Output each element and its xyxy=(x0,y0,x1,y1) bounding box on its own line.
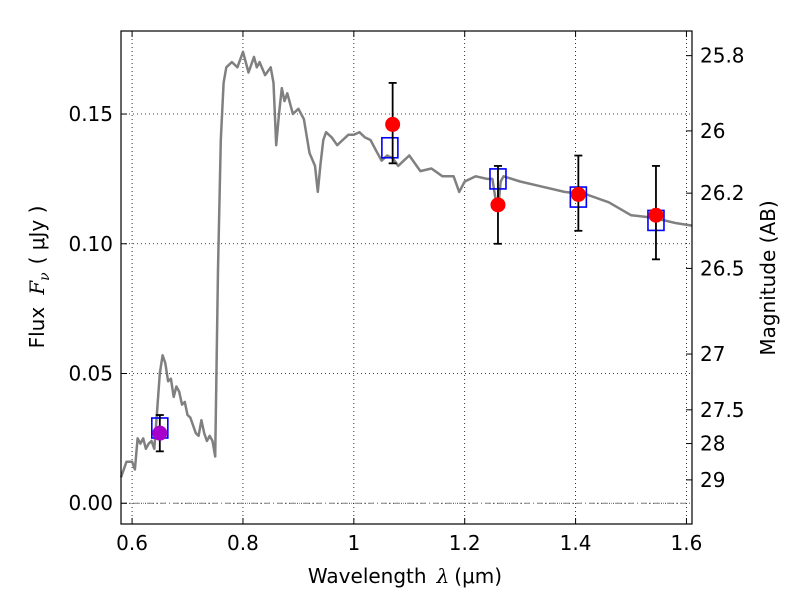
model-box-1 xyxy=(381,136,399,159)
observed-point-1 xyxy=(385,116,401,132)
y2-tick-label-1: 26 xyxy=(700,119,725,143)
y2-tick-label-0: 25.8 xyxy=(700,44,745,68)
y2-tick-label-2: 26.2 xyxy=(700,181,745,205)
y-tick-label-1: 0.05 xyxy=(68,362,113,386)
error-bar-layer xyxy=(155,81,660,453)
observed-point-2 xyxy=(490,197,506,213)
observed-point-3 xyxy=(570,186,586,202)
y-tick-labels: 0.00 0.05 0.10 0.15 xyxy=(68,102,113,515)
x-tick-label-3: 1.2 xyxy=(449,531,481,555)
y-tick-label-3: 0.15 xyxy=(68,102,113,126)
y2-tick-label-3: 26.5 xyxy=(700,256,745,280)
y-axis-label: FluxFν( μJy ) xyxy=(25,206,53,349)
y2-tick-label-5: 27.5 xyxy=(700,398,745,422)
y2-tick-label-4: 27 xyxy=(700,342,725,366)
x-tick-label-5: 1.6 xyxy=(671,531,703,555)
model-box-layer xyxy=(151,136,665,439)
sed-model-curve-layer xyxy=(119,50,693,478)
y2-tick-label-6: 28 xyxy=(700,432,725,456)
y-tick-label-0: 0.00 xyxy=(68,491,113,515)
y2-tick-label-7: 29 xyxy=(700,468,725,492)
y-tick-label-2: 0.10 xyxy=(68,232,113,256)
y2-axis-label: Magnitude (AB) xyxy=(756,200,780,355)
x-tick-labels: 0.6 0.8 1 1.2 1.4 1.6 xyxy=(116,531,702,555)
x-tick-label-4: 1.4 xyxy=(560,531,592,555)
sed-model-curve xyxy=(119,50,693,478)
x-tick-label-0: 0.6 xyxy=(116,531,148,555)
x-tick-label-2: 1 xyxy=(347,531,360,555)
observed-point-0 xyxy=(152,425,168,441)
y2-tick-labels: 25.8 26 26.2 26.5 27 27.5 28 29 xyxy=(700,44,745,492)
x-tick-label-1: 0.8 xyxy=(227,531,259,555)
plot-frame xyxy=(120,30,693,525)
observed-point-layer xyxy=(152,116,664,441)
x-axis-label: Wavelength λ (μm) xyxy=(308,564,502,588)
tick-marks xyxy=(121,31,692,524)
observed-point-4 xyxy=(648,207,664,223)
grid-lines xyxy=(121,31,692,524)
